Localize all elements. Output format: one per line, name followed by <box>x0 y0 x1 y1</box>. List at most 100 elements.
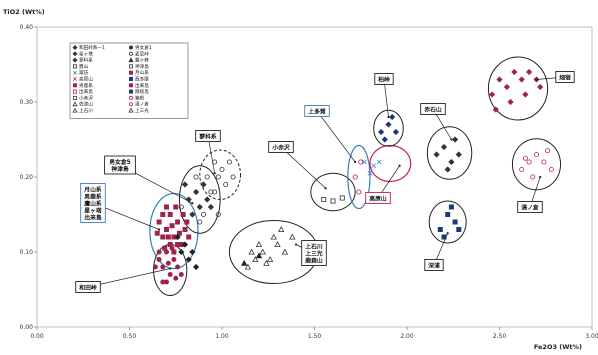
annotation-box <box>424 259 444 271</box>
data-point <box>215 174 221 180</box>
annotation-leader <box>280 146 326 189</box>
data-point <box>522 155 528 161</box>
data-point <box>489 91 496 98</box>
annotation-box <box>104 155 136 175</box>
annotation-arrowhead <box>539 175 542 179</box>
data-point <box>255 241 263 248</box>
data-point <box>252 256 259 263</box>
legend-label: 星ヶ塔 <box>79 50 93 57</box>
annotation-arrowhead <box>169 267 172 270</box>
data-point <box>330 198 336 204</box>
data-point <box>204 174 210 180</box>
annotation-box <box>420 103 446 115</box>
data-point <box>163 226 169 232</box>
annotation-arrowhead <box>535 78 538 81</box>
data-point <box>173 275 179 281</box>
annotation-label: 上多賀 <box>308 108 326 116</box>
cluster-ellipse <box>511 138 562 191</box>
data-point <box>152 264 158 270</box>
cluster-ellipse <box>310 172 356 212</box>
annotation-label: 月山系男鹿系鷹山系星ヶ塔出来島 <box>83 186 102 222</box>
annotation-line: 上多賀 <box>308 108 326 116</box>
x-tick-label: 2.50 <box>493 333 507 340</box>
data-point <box>266 256 274 263</box>
cluster-ellipse <box>428 200 467 244</box>
legend-label: 神津島 <box>135 63 149 70</box>
annotation-arrowhead <box>191 202 194 205</box>
data-point <box>160 264 166 270</box>
data-point <box>433 151 440 158</box>
legend-label: 上石川 <box>79 107 93 114</box>
data-point <box>156 219 162 225</box>
cluster-ellipse <box>347 144 371 210</box>
legend-label: 湯ノ倉 <box>135 101 149 108</box>
x-tick-label: 1.00 <box>215 333 229 340</box>
data-point <box>381 136 388 143</box>
legend-marker <box>128 83 133 88</box>
legend-label: 蓼科系 <box>79 57 93 64</box>
data-point <box>281 248 289 255</box>
data-point <box>196 203 203 211</box>
data-point <box>160 234 166 240</box>
data-point <box>496 76 503 83</box>
data-point <box>154 230 160 236</box>
data-point <box>207 203 214 211</box>
legend-marker <box>72 101 78 107</box>
data-point <box>362 159 367 165</box>
annotation-label: 和田峠 <box>78 284 97 292</box>
data-point <box>530 174 536 180</box>
data-point <box>175 264 181 270</box>
legend-marker <box>128 95 133 100</box>
annotation-line: 柏峠 <box>378 76 390 84</box>
legend-marker <box>128 77 133 82</box>
legend-label: 男鹿系 <box>79 82 93 89</box>
data-point <box>173 204 179 210</box>
legend-label: 佐渡山 <box>79 101 93 108</box>
annotation-line: 上三光 <box>305 250 323 258</box>
annotation-leader <box>383 78 389 118</box>
data-point <box>255 252 263 259</box>
legend-label: 出来島 <box>79 88 93 95</box>
data-point <box>180 211 186 217</box>
annotation-leader <box>316 110 356 163</box>
data-point <box>444 166 451 173</box>
legend-label: 西多摩 <box>135 76 149 83</box>
legend-label: 諏訪 <box>79 69 89 76</box>
data-point <box>241 259 248 266</box>
legend-marker <box>72 57 78 63</box>
data-point <box>167 211 173 217</box>
data-point <box>437 226 443 232</box>
data-point <box>371 163 377 169</box>
annotation-arrowhead <box>354 160 357 164</box>
data-point <box>160 211 166 217</box>
legend-marker <box>73 95 78 100</box>
data-point <box>178 204 184 210</box>
data-point <box>212 189 218 195</box>
annotation-line: 深浦 <box>428 262 440 270</box>
annotation-leader <box>207 135 215 174</box>
data-point <box>204 196 211 203</box>
legend-label: 箱根 <box>135 94 145 101</box>
data-point <box>455 151 462 158</box>
data-point <box>263 259 270 266</box>
annotation-label: 上石川上三光鹿森山 <box>304 243 323 265</box>
data-point <box>171 256 177 262</box>
data-point <box>445 211 451 217</box>
data-point <box>534 151 540 157</box>
legend-label: 小赤沢 <box>79 94 93 101</box>
annotation-label: 湯ノ倉 <box>521 204 539 212</box>
data-point <box>215 211 221 217</box>
annotation-box <box>517 201 543 213</box>
data-point <box>448 204 454 210</box>
data-point <box>378 128 385 136</box>
annotation-arrowhead <box>387 115 390 119</box>
data-point <box>339 195 345 201</box>
annotation-arrowhead <box>158 228 161 231</box>
annotation-box <box>195 130 221 142</box>
annotation-line: 星ヶ塔 <box>84 207 102 215</box>
legend-marker <box>128 64 133 69</box>
data-point <box>270 233 277 240</box>
annotation-line: 月山系 <box>83 186 102 194</box>
